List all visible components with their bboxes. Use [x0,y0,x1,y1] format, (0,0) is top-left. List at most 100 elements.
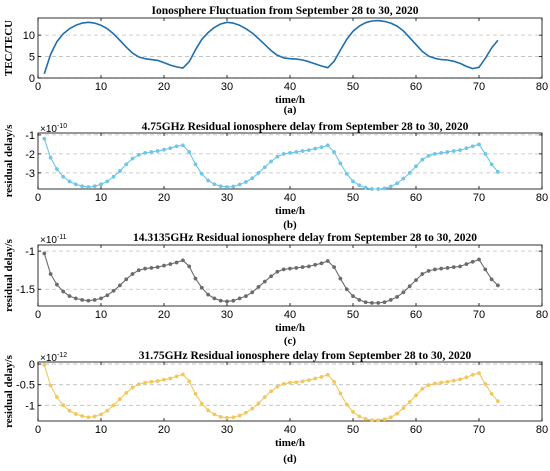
data-point [281,267,286,272]
data-point [407,170,412,175]
x-tick-label: 70 [473,192,485,204]
y-multiplier: ×10-11 [40,234,67,246]
data-point [193,391,198,396]
data-point [269,389,274,394]
data-point [288,266,292,271]
x-tick-label: 80 [536,81,548,93]
data-point [376,187,381,191]
data-point [306,378,311,383]
data-point [48,383,53,388]
x-tick-label: 80 [536,309,548,321]
data-point [470,144,475,149]
data-point [420,272,425,276]
data-point [193,162,198,167]
chart-panel: 0 10 20 30 40 50 60 70 80 -1 -1.5 14.3135GHz Residu… [3,232,548,347]
data-point [130,156,135,161]
data-point [130,385,135,390]
x-tick-label: 20 [158,309,170,321]
x-tick-label: 20 [158,424,170,436]
data-point [319,145,324,150]
data-point [136,152,141,157]
data-point [212,182,217,187]
data-point [313,262,318,267]
data-point [275,269,280,274]
data-point [306,148,311,153]
data-point [187,264,192,269]
data-point [357,297,362,302]
data-point [225,299,229,304]
data-point [313,146,318,151]
data-point [332,379,337,384]
data-point [218,414,223,419]
data-point [458,148,463,153]
x-tick-label: 80 [536,192,548,204]
x-tick-label: 30 [221,192,233,204]
data-point [269,159,274,164]
data-point [61,174,66,179]
data-point [401,176,406,181]
data-point [124,390,129,395]
data-point [294,150,299,154]
data-point [369,187,374,191]
data-point [458,264,463,269]
data-point [149,150,154,154]
data-point [495,283,500,288]
y-multiplier: ×10-10 [40,123,67,135]
data-point [225,185,229,190]
data-point [250,290,255,295]
data-point [401,290,406,295]
data-point [130,272,135,276]
x-tick-label: 50 [347,424,359,436]
data-point [61,289,66,294]
x-axis-label: time/h [275,322,305,334]
data-point [414,164,418,169]
chart-title: 31.75GHz Residual ionosphere delay from … [139,350,472,362]
y-tick-label: -1 [25,130,35,142]
x-tick-label: 10 [95,424,107,436]
data-point [288,380,292,385]
data-point [325,259,330,263]
data-point [445,150,450,154]
data-point [470,259,475,264]
data-point [180,372,185,377]
data-point [439,380,444,385]
data-point [162,147,166,152]
data-point [155,149,160,153]
data-point [451,149,456,153]
data-point [162,263,166,268]
chart-panel: 0 10 20 30 40 50 60 70 80 0 -0.5 -1 31.75GHz Residua… [3,350,548,465]
chart-panel: 0 10 20 30 40 50 60 70 80 0 5 10 Ionosphere Fluctuat… [3,5,548,116]
data-point [464,375,469,380]
data-point [300,379,305,384]
x-tick-label: 10 [95,309,107,321]
data-point [369,300,374,305]
series-line [43,138,499,190]
data-point [369,418,374,423]
data-point [199,171,204,176]
y-axis-label: residual delay/s [3,124,15,198]
data-point [426,383,431,388]
data-point [237,413,242,418]
data-point [42,251,47,256]
data-point [432,267,437,272]
data-point [67,179,72,184]
x-tick-label: 50 [347,81,359,93]
data-point [80,414,85,418]
data-point [80,184,85,189]
data-point [143,380,148,385]
data-point [363,416,368,421]
x-tick-label: 50 [347,192,359,204]
y-axis-label: residual delay/s [3,238,15,312]
data-point [168,262,173,267]
x-tick-label: 60 [410,424,422,436]
data-point [117,397,122,402]
x-tick-label: 0 [35,309,41,321]
data-point [338,276,343,281]
data-point [162,377,166,382]
chart-title: Ionosphere Fluctuation from September 28… [151,5,418,17]
data-point [124,277,129,282]
data-point [451,265,456,270]
data-point [212,296,217,301]
data-point [54,167,59,172]
